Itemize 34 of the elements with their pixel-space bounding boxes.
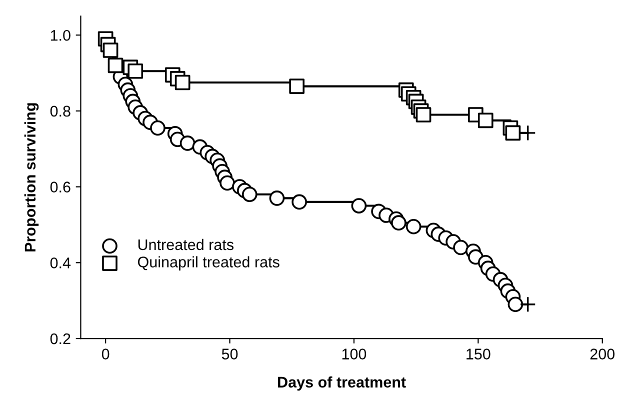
x-tick-label: 100 xyxy=(342,348,366,360)
point xyxy=(391,215,406,231)
point xyxy=(478,112,494,128)
y-tick-label: 0.6 xyxy=(50,182,70,192)
point xyxy=(289,78,305,94)
point xyxy=(220,175,235,191)
point xyxy=(242,186,258,202)
point xyxy=(150,120,166,136)
y-tick-label: 0.2 xyxy=(50,333,70,344)
point xyxy=(351,198,367,214)
x-tick-label: 200 xyxy=(590,348,615,360)
legend-label: Quinapril treated rats xyxy=(138,256,280,270)
x-tick-label: 50 xyxy=(222,348,238,360)
point xyxy=(180,136,196,151)
point xyxy=(269,190,285,206)
point xyxy=(292,194,307,210)
y-tick-label: 0.4 xyxy=(50,258,71,268)
point xyxy=(108,58,124,74)
point xyxy=(128,63,144,79)
x-tick-label: 150 xyxy=(466,348,490,360)
x-axis-title: Days of treatment xyxy=(278,376,406,391)
point xyxy=(416,107,432,122)
point xyxy=(174,74,190,90)
point xyxy=(520,296,536,312)
legend-label: Untreated rats xyxy=(138,238,234,250)
point xyxy=(406,218,422,234)
point xyxy=(508,296,524,312)
point xyxy=(453,240,468,256)
point xyxy=(102,42,118,58)
y-axis-title: Proportion surviving xyxy=(24,103,39,252)
point xyxy=(505,125,521,141)
x-tick-label: 0 xyxy=(102,348,110,360)
y-tick-label: 1.0 xyxy=(50,30,70,41)
y-tick-label: 0.8 xyxy=(50,106,70,117)
